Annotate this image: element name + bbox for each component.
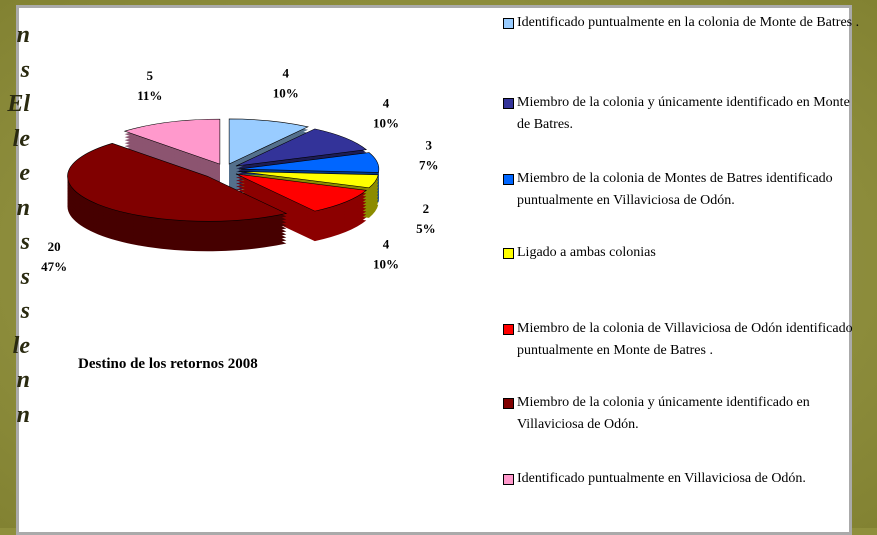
- data-label: 5: [146, 68, 153, 83]
- data-label: 4: [383, 237, 390, 252]
- slice: [238, 152, 380, 173]
- chart-frame: [16, 5, 852, 535]
- legend-item: Miembro de la colonia y únicamente ident…: [503, 392, 862, 436]
- percent-label: 10%: [373, 257, 399, 272]
- side-text: s: [20, 298, 30, 324]
- legend-item: Miembro de la colonia y únicamente ident…: [503, 92, 862, 136]
- slice: [123, 118, 221, 165]
- side-text: n: [16, 367, 30, 393]
- data-label: 4: [383, 95, 390, 110]
- side-text: le: [12, 332, 30, 359]
- side-text: n: [16, 194, 30, 221]
- side-text: s: [20, 263, 30, 290]
- legend-item: Ligado a ambas colonias: [503, 242, 862, 264]
- percent-label: 11%: [137, 88, 162, 103]
- legend-label: Identificado puntualmente en la colonia …: [517, 15, 860, 30]
- legend-swatch: [503, 174, 514, 185]
- side-text: s: [20, 56, 30, 83]
- percent-label: 7%: [419, 158, 439, 173]
- legend-item: Identificado puntualmente en Villavicios…: [503, 468, 862, 490]
- legend-swatch: [503, 324, 514, 335]
- slice: [67, 142, 288, 222]
- side-text: s: [20, 229, 30, 255]
- data-label: 3: [425, 138, 432, 153]
- slice: [235, 128, 367, 167]
- legend-item: Miembro de la colonia de Villaviciosa de…: [503, 318, 862, 362]
- slice: [238, 171, 379, 189]
- percent-label: 10%: [373, 115, 399, 130]
- chart-title: Destino de los retornos 2008: [78, 356, 258, 372]
- slice: [228, 118, 309, 165]
- legend-swatch: [503, 398, 514, 409]
- legend-label: Miembro de la colonia y únicamente ident…: [517, 95, 850, 132]
- percent-label: 10%: [273, 86, 299, 101]
- legend-item: Miembro de la colonia de Montes de Batre…: [503, 168, 862, 212]
- legend-item: Identificado puntualmente en la colonia …: [503, 12, 862, 34]
- side-text: El: [7, 91, 30, 117]
- legend-swatch: [503, 248, 514, 259]
- side-text: n: [16, 401, 30, 428]
- percent-label: 47%: [41, 259, 67, 274]
- data-label: 20: [48, 239, 61, 254]
- legend-label: Miembro de la colonia de Villaviciosa de…: [517, 321, 853, 358]
- legend-swatch: [503, 474, 514, 485]
- legend-label: Ligado a ambas colonias: [517, 245, 656, 260]
- side-text: le: [12, 125, 30, 152]
- slice: [235, 173, 367, 212]
- legend-label: Identificado puntualmente en Villavicios…: [517, 471, 806, 486]
- percent-label: 5%: [416, 221, 436, 236]
- data-label: 4: [282, 66, 289, 81]
- legend-swatch: [503, 18, 514, 29]
- side-text: n: [16, 22, 30, 48]
- legend-label: Miembro de la colonia de Montes de Batre…: [517, 171, 833, 208]
- side-text: e: [19, 160, 30, 186]
- legend-swatch: [503, 98, 514, 109]
- data-label: 2: [423, 201, 430, 216]
- legend-label: Miembro de la colonia y únicamente ident…: [517, 395, 810, 432]
